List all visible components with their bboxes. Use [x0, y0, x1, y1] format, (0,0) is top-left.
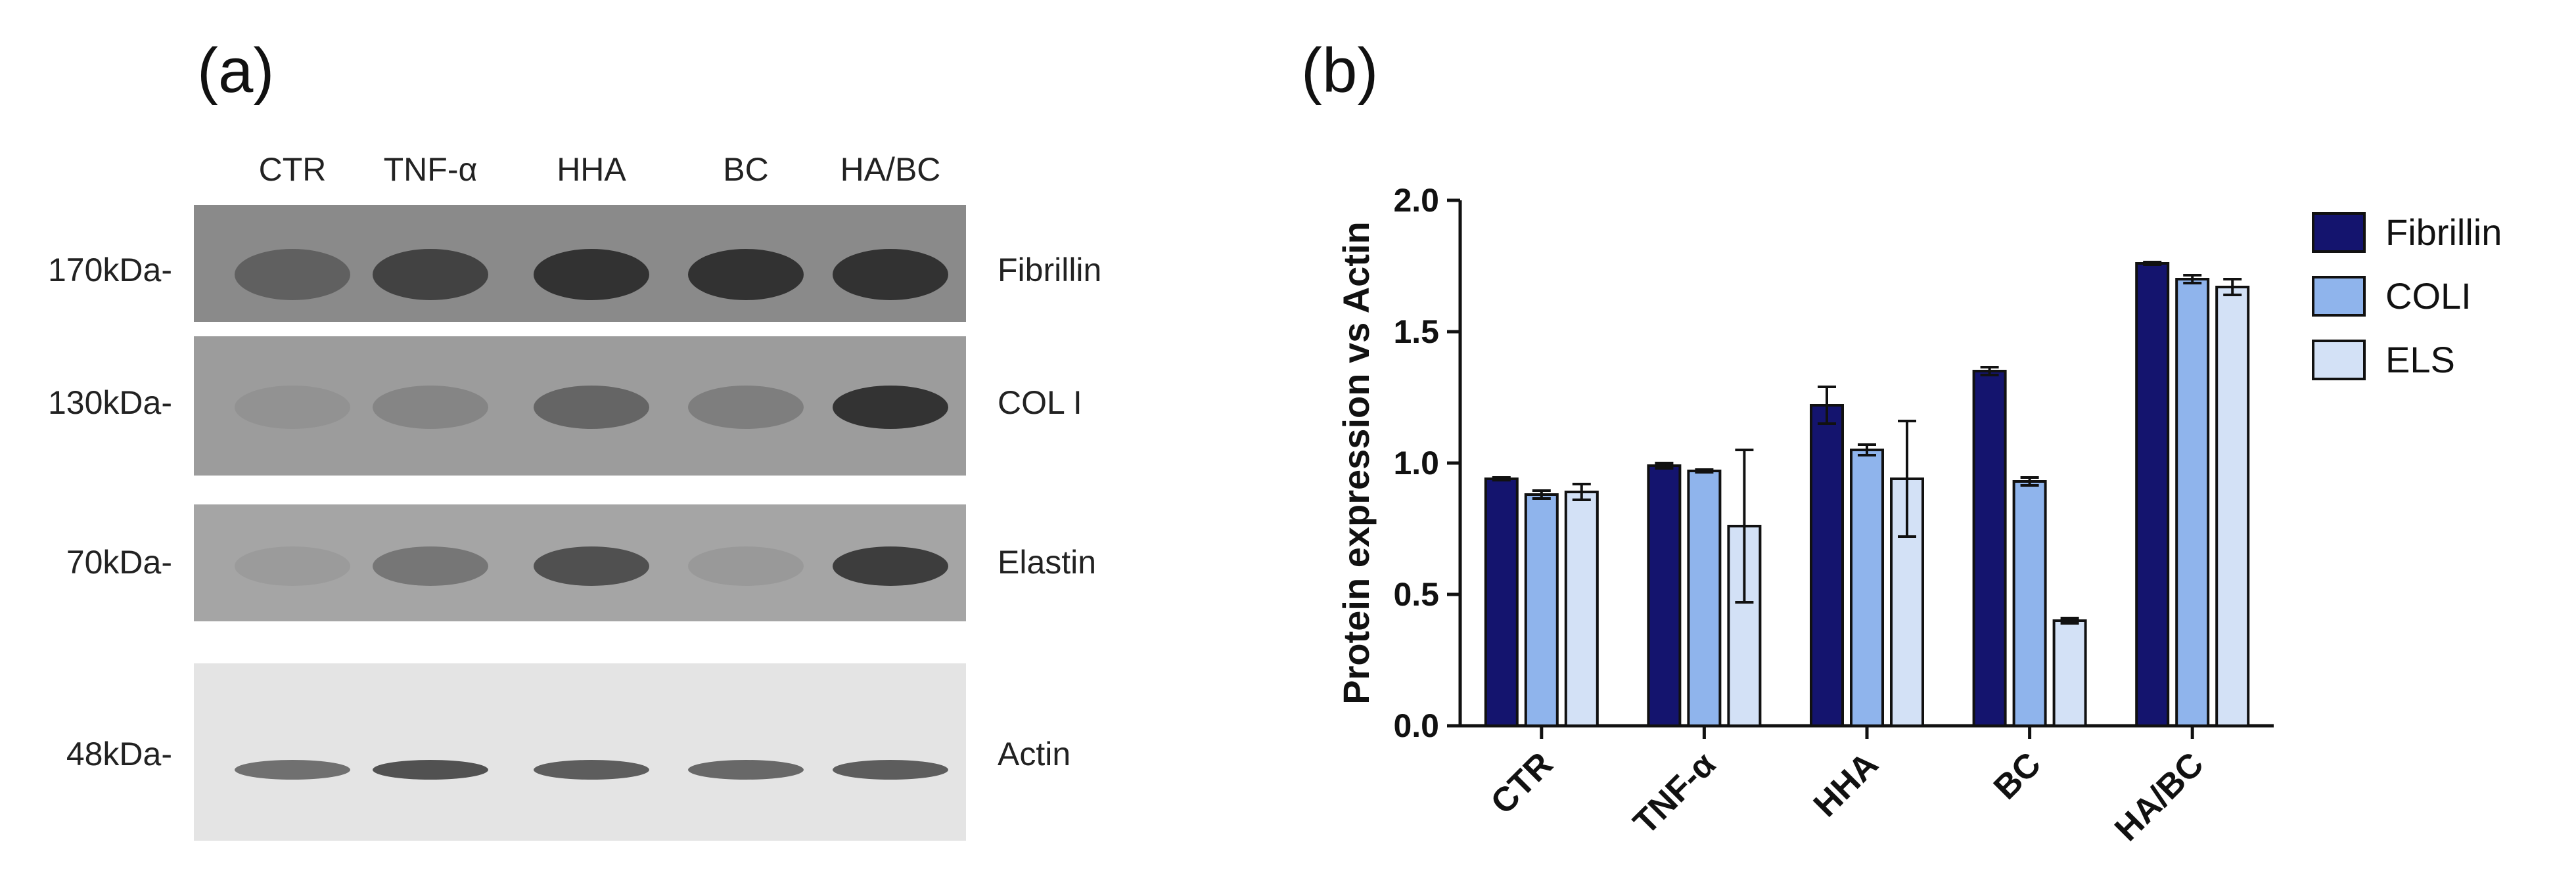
bar — [1564, 491, 1599, 727]
category-label: HA/BC — [2107, 745, 2211, 848]
bar — [1972, 370, 2007, 727]
category-label: CTR — [1484, 745, 1561, 822]
blot-band — [688, 386, 804, 429]
blot-band — [235, 386, 350, 429]
protein-label: Actin — [998, 736, 1070, 772]
blot-band — [373, 760, 488, 780]
bar — [1647, 464, 1682, 727]
bar — [1810, 404, 1844, 727]
chart-legend: Fibrillin COLI ELS — [2312, 211, 2502, 380]
lane-label: BC — [723, 151, 768, 188]
y-tick-label: 1.5 — [1393, 313, 1439, 350]
bar-chart: 0.0 0.5 1.0 1.5 2.0 Protein expression vs Act… — [1335, 182, 2274, 849]
blot-band — [235, 760, 350, 780]
bar — [2135, 262, 2170, 727]
lane-label: HHA — [557, 151, 626, 188]
bar — [1687, 470, 1722, 727]
bar — [2175, 278, 2210, 727]
marker-label: 48kDa- — [66, 736, 172, 772]
blot-band — [534, 760, 649, 780]
blot-band — [833, 386, 948, 429]
panel-b-label: (b) — [1301, 35, 1378, 106]
western-blots: 170kDa- Fibrillin 130kDa- COL I 70kDa- Elasti… — [48, 205, 1101, 841]
bar — [2012, 480, 2047, 727]
blot-band — [373, 546, 488, 586]
marker-label: 70kDa- — [66, 544, 172, 581]
y-axis-title: Protein expression vs Actin — [1335, 221, 1377, 705]
blot-band — [534, 386, 649, 429]
blot-band — [833, 546, 948, 586]
category-label: BC — [1987, 745, 2048, 807]
blot-band — [534, 546, 649, 586]
marker-label: 130kDa- — [48, 384, 172, 421]
bar — [1484, 477, 1519, 727]
protein-label: Fibrillin — [998, 252, 1101, 288]
blot-band — [373, 386, 488, 429]
bar — [2052, 619, 2087, 727]
blot-band — [235, 249, 350, 300]
bar — [2215, 286, 2250, 727]
legend-label: ELS — [2385, 339, 2455, 380]
legend-swatch — [2312, 340, 2366, 380]
blot-band — [688, 249, 804, 300]
category-label: TNF-α — [1626, 745, 1723, 841]
lane-label: HA/BC — [840, 151, 941, 188]
blot-band — [833, 760, 948, 780]
y-tick-label: 1.0 — [1393, 445, 1439, 481]
legend-label: Fibrillin — [2385, 211, 2502, 253]
lane-label: TNF-α — [384, 151, 478, 188]
protein-label: COL I — [998, 384, 1082, 421]
marker-label: 170kDa- — [48, 252, 172, 288]
bar — [1524, 493, 1559, 727]
legend-label: COLI — [2385, 275, 2472, 317]
panel-a-label: (a) — [197, 35, 274, 106]
blot-strip — [194, 663, 966, 841]
lane-label: CTR — [259, 151, 327, 188]
blot-band — [688, 546, 804, 586]
lane-labels: CTR TNF-α HHA BC HA/BC — [259, 151, 941, 188]
blot-band — [235, 546, 350, 586]
blot-band — [688, 760, 804, 780]
bar — [1850, 449, 1884, 727]
legend-swatch — [2312, 212, 2366, 253]
blot-band — [534, 249, 649, 300]
category-label: HHA — [1806, 745, 1886, 824]
blot-band — [833, 249, 948, 300]
y-tick-label: 2.0 — [1393, 182, 1439, 219]
y-tick-label: 0.5 — [1393, 576, 1439, 613]
blot-band — [373, 249, 488, 300]
y-tick-label: 0.0 — [1393, 707, 1439, 744]
legend-swatch — [2312, 276, 2366, 317]
protein-label: Elastin — [998, 544, 1096, 581]
